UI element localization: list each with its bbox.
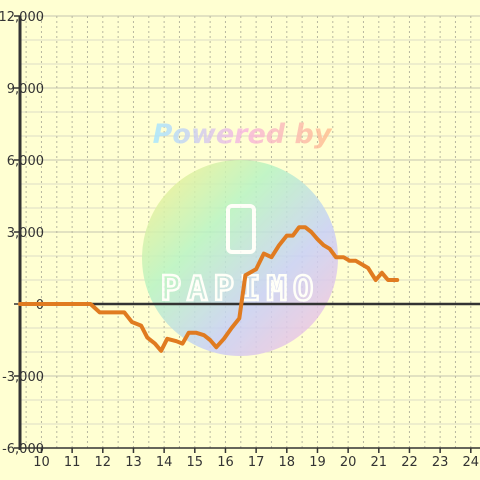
x-tick-label: 15 bbox=[187, 455, 204, 470]
x-tick-label: 17 bbox=[248, 455, 265, 470]
x-tick-label: 13 bbox=[125, 455, 142, 470]
grid bbox=[20, 15, 480, 449]
y-tick-label: 6,000 bbox=[7, 154, 44, 169]
x-tick-label: 16 bbox=[217, 455, 234, 470]
watermark-device-icon bbox=[226, 204, 256, 254]
watermark-line-1: Powered by bbox=[153, 119, 333, 150]
watermark-badge bbox=[142, 160, 338, 356]
y-tick-label: 3,000 bbox=[7, 226, 44, 241]
x-tick-label: 11 bbox=[64, 455, 81, 470]
x-tick-label: 24 bbox=[463, 455, 480, 470]
x-tick-label: 22 bbox=[401, 455, 418, 470]
x-tick-label: 10 bbox=[33, 455, 50, 470]
y-tick-label: 12,000 bbox=[0, 10, 44, 25]
x-tick-label: 19 bbox=[309, 455, 326, 470]
x-tick-label: 21 bbox=[371, 455, 388, 470]
series bbox=[18, 225, 400, 353]
axes bbox=[14, 15, 480, 453]
x-tick-label: 18 bbox=[279, 455, 296, 470]
y-tick-label: 9,000 bbox=[7, 82, 44, 97]
x-tick-label: 12 bbox=[95, 455, 112, 470]
series-line bbox=[18, 225, 400, 353]
y-tick-label: -6,000 bbox=[2, 442, 44, 457]
x-tick-label: 23 bbox=[432, 455, 449, 470]
x-tick-label: 20 bbox=[340, 455, 357, 470]
x-tick-label: 14 bbox=[156, 455, 173, 470]
watermark: Powered by PAPIMO bbox=[142, 119, 338, 356]
y-tick-label: -3,000 bbox=[2, 370, 44, 385]
